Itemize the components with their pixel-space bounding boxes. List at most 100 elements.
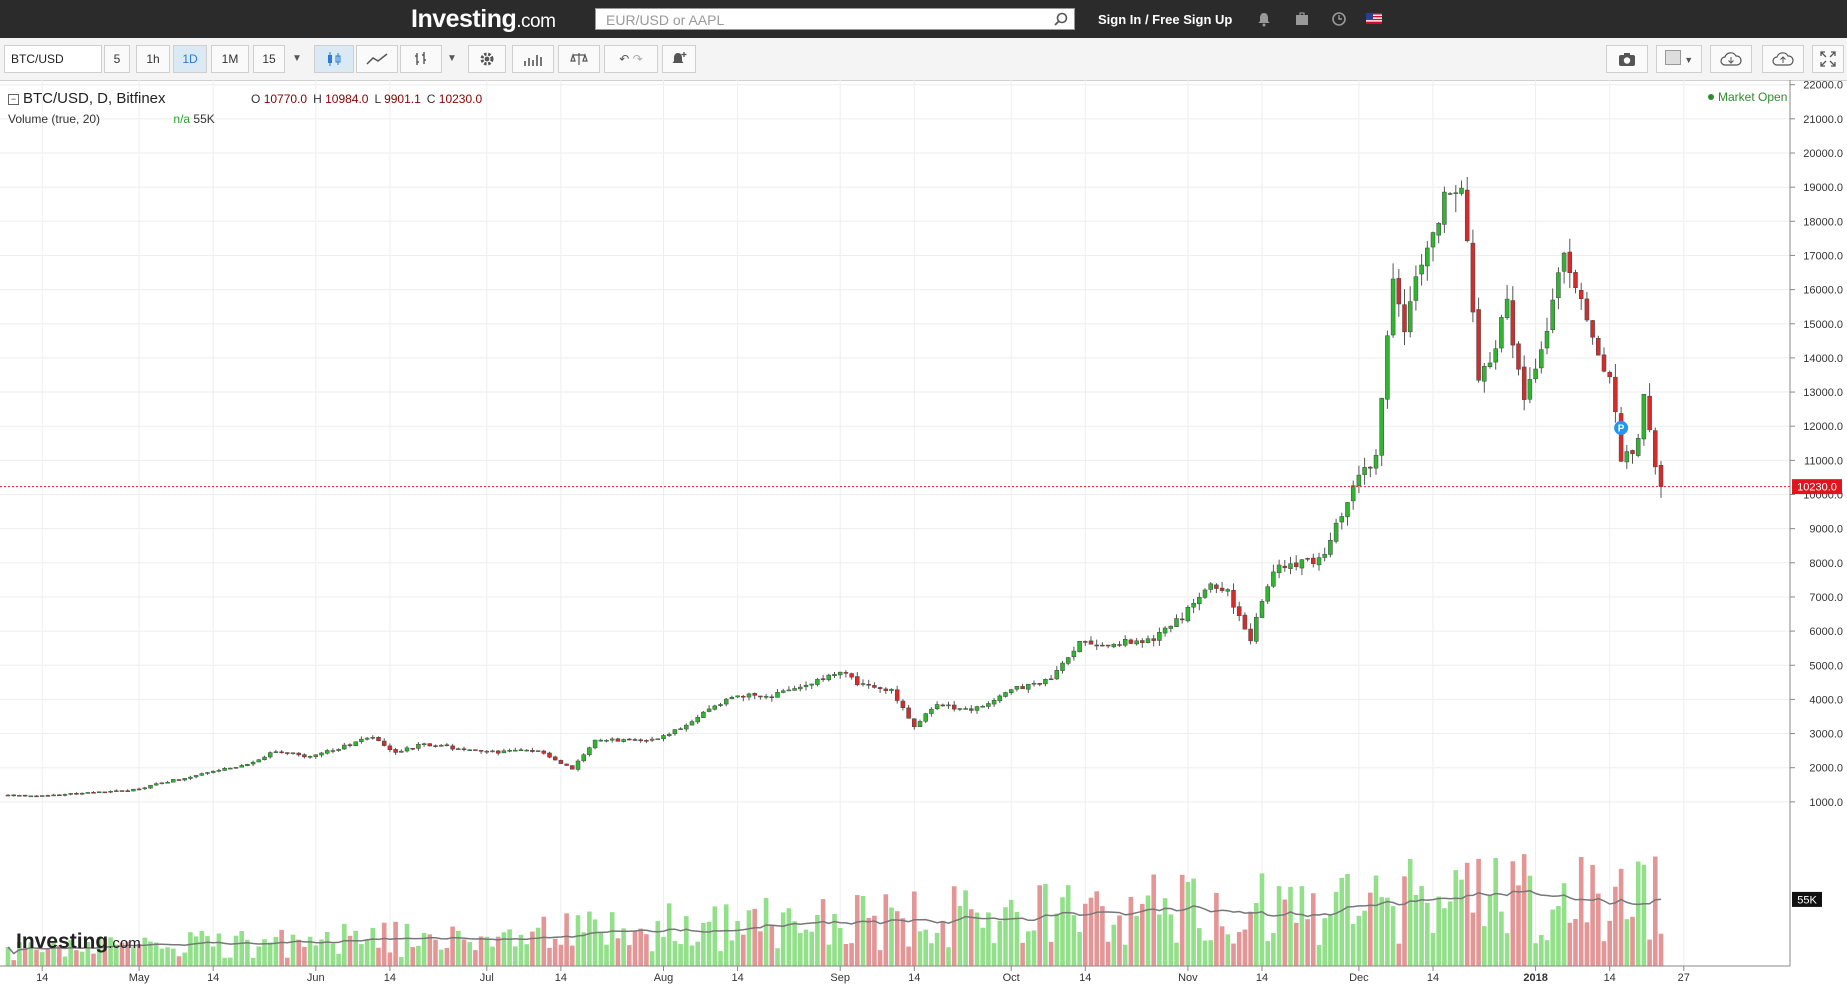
briefcase-icon[interactable]: [1294, 11, 1310, 27]
volume-bar: [96, 937, 102, 966]
volume-bar: [313, 945, 319, 966]
snapshot-button[interactable]: [1606, 45, 1648, 73]
search-input[interactable]: [604, 10, 1048, 30]
volume-bar: [1550, 909, 1555, 966]
chart-grid: [0, 80, 1790, 966]
candle-body: [1618, 413, 1624, 462]
interval-dropdown-icon[interactable]: ▼: [292, 53, 302, 64]
color-picker-button[interactable]: ▼: [1656, 45, 1702, 73]
volume-bar: [416, 945, 421, 966]
candle-body: [701, 711, 706, 718]
search-icon[interactable]: [1054, 12, 1068, 26]
compare-button[interactable]: [558, 45, 600, 73]
candle-body: [1533, 368, 1538, 380]
candle-body: [1482, 365, 1487, 382]
interval-1m[interactable]: 1M: [211, 45, 249, 73]
candle-body: [1385, 335, 1390, 400]
candle-body: [1578, 290, 1584, 299]
low-value: 9901.1: [384, 92, 421, 106]
price-chart[interactable]: 22000.0 21000.0 20000.0 19000.0 18000.0 17000…: [0, 80, 1847, 989]
interval-1h[interactable]: 1h: [136, 45, 170, 73]
candles-style-button[interactable]: [314, 45, 354, 73]
redo-icon[interactable]: ↷: [632, 52, 643, 66]
volume-bar: [1442, 908, 1447, 966]
search-box[interactable]: [595, 8, 1075, 30]
bell-icon[interactable]: [1256, 11, 1272, 27]
chart-style-dropdown-icon[interactable]: ▼: [447, 53, 457, 64]
volume-bar: [1265, 941, 1270, 966]
candle-body: [102, 791, 108, 794]
volume-bar: [615, 938, 621, 966]
series-legend: − BTC/USD, D, Bitfinex O 10770.0 H 10984.0…: [8, 90, 482, 107]
candle-body: [1368, 466, 1373, 469]
candle-body: [570, 765, 575, 770]
volume-bar: [210, 946, 216, 966]
volume-bar: [917, 931, 923, 966]
volume-bar: [1231, 943, 1236, 966]
candle-body: [1208, 583, 1213, 590]
candle-body: [780, 690, 786, 693]
candle-body: [638, 739, 643, 741]
line-style-button[interactable]: [356, 45, 398, 73]
interval-1d[interactable]: 1D: [173, 45, 207, 73]
candle-body: [1379, 397, 1384, 456]
color-dropdown-icon: ▼: [1684, 55, 1694, 65]
candle-body: [290, 752, 296, 755]
us-flag-icon[interactable]: [1366, 13, 1382, 24]
last-price-label: 10230.0: [1792, 479, 1842, 495]
candle-body: [723, 698, 729, 705]
clock-icon[interactable]: [1331, 11, 1347, 27]
volume-bar: [1385, 897, 1390, 966]
series-title[interactable]: BTC/USD, D, Bitfinex: [23, 90, 166, 107]
volume-bar: [1464, 862, 1470, 966]
settings-button[interactable]: [468, 45, 506, 73]
volume-bar: [1071, 915, 1077, 966]
collapse-legend-icon[interactable]: −: [8, 94, 19, 105]
interval-5[interactable]: 5: [104, 45, 130, 73]
candle-body: [5, 794, 11, 797]
volume-bar: [752, 908, 757, 966]
pattern-marker-text: P: [1618, 423, 1625, 434]
volume-bar: [1379, 897, 1384, 966]
volume-bar: [1208, 940, 1213, 966]
volume-bar: [324, 931, 330, 966]
candle-body: [832, 674, 837, 676]
save-chart-button[interactable]: [1762, 45, 1804, 73]
pattern-marker[interactable]: P: [1614, 420, 1629, 435]
volume-bar: [684, 916, 689, 966]
volume-bar: [746, 910, 752, 966]
investing-logo[interactable]: Investing.com: [411, 5, 556, 33]
candle-body: [1157, 632, 1162, 641]
candle-body: [1658, 465, 1664, 487]
candle-body: [900, 700, 906, 708]
candle-body: [541, 750, 547, 754]
symbol-field[interactable]: BTC/USD: [4, 45, 102, 73]
fullscreen-button[interactable]: [1812, 45, 1844, 73]
candle-body: [1516, 343, 1521, 370]
x-tick-label: 14: [1427, 972, 1439, 984]
volume-bar: [438, 949, 444, 966]
candle-body: [746, 693, 752, 698]
candle-body: [951, 704, 957, 710]
indicators-button[interactable]: [512, 45, 554, 73]
high-label: H: [313, 92, 322, 106]
volume-bar: [706, 921, 712, 966]
candle-body: [587, 747, 592, 756]
volume-bar: [62, 956, 68, 966]
volume-bar: [1516, 885, 1521, 966]
volume-indicator-title[interactable]: Volume (true, 20): [8, 112, 101, 126]
load-chart-button[interactable]: [1710, 45, 1752, 73]
bars-style-button[interactable]: [400, 45, 442, 73]
alert-button[interactable]: [662, 45, 696, 73]
volume-bar: [1088, 897, 1094, 966]
volume-bar: [153, 942, 159, 966]
volume-bar: [495, 936, 501, 966]
undo-icon[interactable]: ↶: [619, 52, 630, 66]
signin-link[interactable]: Sign In / Free Sign Up: [1098, 12, 1233, 27]
volume-bar: [1111, 924, 1117, 966]
interval-15[interactable]: 15: [253, 45, 285, 73]
candle-body: [923, 713, 928, 722]
volume-bar: [1282, 899, 1288, 966]
volume-bar: [809, 931, 814, 966]
x-tick-label: 14: [1079, 972, 1091, 984]
